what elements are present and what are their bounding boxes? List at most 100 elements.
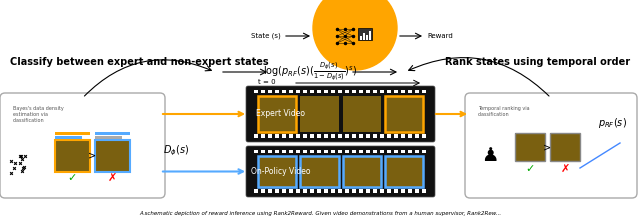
Bar <box>55 132 90 135</box>
Bar <box>282 134 286 138</box>
Bar <box>550 133 580 161</box>
Bar <box>289 134 293 138</box>
Bar <box>415 134 419 138</box>
Bar <box>324 150 328 154</box>
Bar <box>296 90 300 94</box>
Bar <box>289 189 293 193</box>
Text: Temporal ranking via
classification: Temporal ranking via classification <box>478 106 530 117</box>
Bar <box>422 189 426 193</box>
Bar <box>352 134 356 138</box>
Bar <box>268 134 272 138</box>
Bar <box>275 189 279 193</box>
Bar <box>394 134 398 138</box>
Bar <box>373 90 377 94</box>
Bar <box>268 150 272 154</box>
Bar <box>303 189 307 193</box>
Bar <box>394 150 398 154</box>
Bar <box>380 90 384 94</box>
Bar <box>275 134 279 138</box>
Bar <box>394 189 398 193</box>
Bar <box>55 136 82 139</box>
Bar <box>385 96 423 132</box>
Bar <box>345 150 349 154</box>
Text: A schematic depiction of reward inference using Rank2Reward. Given video demonst: A schematic depiction of reward inferenc… <box>139 211 501 216</box>
Bar <box>282 189 286 193</box>
Bar <box>248 88 433 140</box>
Text: >: > <box>543 142 551 152</box>
Bar <box>310 90 314 94</box>
Bar <box>515 133 545 161</box>
Bar <box>359 90 363 94</box>
Bar <box>359 150 363 154</box>
Bar <box>254 134 258 138</box>
Text: t = 0: t = 0 <box>258 79 276 85</box>
Bar <box>303 90 307 94</box>
Bar <box>95 140 130 172</box>
Bar <box>345 90 349 94</box>
Bar <box>258 156 296 187</box>
Bar <box>331 150 335 154</box>
Bar <box>338 134 342 138</box>
Bar <box>385 156 423 187</box>
Bar <box>401 189 405 193</box>
Text: ✓: ✓ <box>68 173 77 183</box>
FancyBboxPatch shape <box>246 86 435 142</box>
Text: ✗: ✗ <box>560 164 570 174</box>
Text: Reward: Reward <box>427 33 452 39</box>
Bar <box>289 90 293 94</box>
Bar <box>310 134 314 138</box>
Circle shape <box>313 0 397 70</box>
Bar <box>366 134 370 138</box>
Bar <box>261 90 265 94</box>
Bar <box>55 140 90 172</box>
Bar <box>317 90 321 94</box>
Bar <box>254 189 258 193</box>
Bar <box>385 96 423 132</box>
Bar <box>55 140 90 172</box>
Bar <box>366 90 370 94</box>
Bar <box>415 189 419 193</box>
Bar <box>317 150 321 154</box>
Bar <box>95 132 130 135</box>
Bar <box>258 96 296 132</box>
Text: Classify between expert and non-expert states: Classify between expert and non-expert s… <box>10 57 269 67</box>
Bar <box>387 150 391 154</box>
Bar <box>261 150 265 154</box>
Bar <box>380 150 384 154</box>
Text: >: > <box>88 151 96 161</box>
FancyBboxPatch shape <box>465 93 637 198</box>
Bar <box>282 150 286 154</box>
Text: Expert Video: Expert Video <box>256 110 305 119</box>
Bar <box>415 150 419 154</box>
Bar <box>515 133 545 161</box>
Text: ✓: ✓ <box>525 164 534 174</box>
Bar <box>359 189 363 193</box>
Bar <box>282 90 286 94</box>
Bar <box>95 140 130 172</box>
Bar <box>345 134 349 138</box>
Bar <box>248 148 433 195</box>
Bar <box>296 189 300 193</box>
Bar <box>373 150 377 154</box>
Bar <box>415 90 419 94</box>
Bar <box>342 96 381 132</box>
Bar <box>401 150 405 154</box>
Bar <box>296 150 300 154</box>
Bar <box>352 90 356 94</box>
Bar <box>387 189 391 193</box>
Bar <box>268 189 272 193</box>
Bar <box>338 90 342 94</box>
Text: $\log(p_{RF}(s)(\frac{D_{\phi}(s)}{1-D_{\phi}(s)})^{s})$: $\log(p_{RF}(s)(\frac{D_{\phi}(s)}{1-D_{… <box>263 61 357 83</box>
Bar <box>261 134 265 138</box>
Bar <box>310 189 314 193</box>
Bar <box>254 150 258 154</box>
Bar <box>352 150 356 154</box>
Bar <box>324 90 328 94</box>
Bar <box>360 36 362 40</box>
Bar <box>258 156 296 187</box>
Bar <box>324 189 328 193</box>
Bar <box>317 189 321 193</box>
Bar <box>303 150 307 154</box>
Text: $p_{RF}(s)$: $p_{RF}(s)$ <box>598 116 627 130</box>
Bar <box>95 136 122 139</box>
